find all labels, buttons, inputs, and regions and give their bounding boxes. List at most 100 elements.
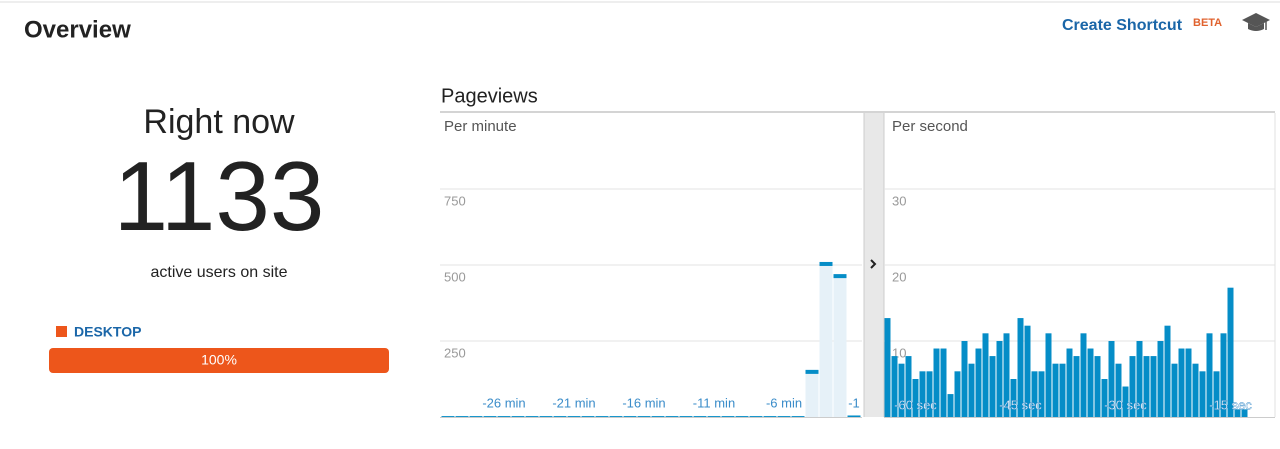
active-caption: active users on site bbox=[151, 264, 288, 281]
bar-cap bbox=[996, 341, 1003, 345]
bar-cap bbox=[1129, 356, 1136, 361]
bar-cap bbox=[651, 416, 665, 417]
bar bbox=[1010, 379, 1017, 417]
bar-cap bbox=[1178, 348, 1185, 353]
bar bbox=[996, 341, 1003, 417]
y-tick-label: 250 bbox=[444, 345, 466, 360]
bar-cap bbox=[1136, 341, 1143, 345]
bar-cap bbox=[693, 416, 707, 417]
bar-cap bbox=[961, 341, 968, 345]
bar-cap bbox=[947, 394, 954, 399]
bar-cap bbox=[940, 348, 947, 353]
bar-cap bbox=[1164, 325, 1171, 330]
bar-cap bbox=[1052, 363, 1059, 368]
bar-cap bbox=[1206, 333, 1213, 338]
bar-cap bbox=[1234, 409, 1241, 414]
bar-cap bbox=[497, 416, 511, 417]
bar-cap bbox=[1199, 371, 1206, 376]
bar-cap bbox=[1241, 409, 1248, 414]
bar-cap bbox=[968, 363, 975, 368]
bar-cap bbox=[1003, 333, 1010, 338]
bar bbox=[1094, 356, 1101, 417]
bar-cap bbox=[982, 333, 989, 338]
y-tick-label: 750 bbox=[444, 193, 466, 208]
panel-title: Pageviews bbox=[441, 85, 538, 107]
bar-cap bbox=[933, 348, 940, 353]
bar bbox=[1157, 341, 1164, 417]
bar-cap bbox=[1066, 348, 1073, 353]
bar bbox=[891, 356, 898, 417]
bar bbox=[1003, 333, 1010, 417]
bar-cap bbox=[567, 416, 581, 417]
bar bbox=[975, 348, 982, 417]
bar bbox=[1164, 325, 1171, 417]
beta-badge: BETA bbox=[1193, 17, 1222, 29]
bar bbox=[833, 274, 847, 417]
y-tick-label: 30 bbox=[892, 193, 906, 208]
bar bbox=[1129, 356, 1136, 417]
bar bbox=[912, 379, 919, 417]
bar-cap bbox=[1192, 363, 1199, 368]
bar-cap bbox=[833, 274, 847, 279]
bar-cap bbox=[595, 416, 609, 417]
bar-cap bbox=[637, 416, 651, 417]
bar-cap bbox=[891, 356, 898, 361]
x-tick-label: -15 sec bbox=[1209, 397, 1252, 412]
bar bbox=[1199, 371, 1206, 417]
bar-cap bbox=[679, 416, 693, 417]
bar bbox=[1136, 341, 1143, 417]
bar-cap bbox=[749, 416, 763, 417]
bar bbox=[1073, 356, 1080, 417]
x-tick-label: -21 min bbox=[552, 395, 595, 410]
bar-cap bbox=[707, 416, 721, 417]
bar-cap bbox=[919, 371, 926, 376]
bar-cap bbox=[1115, 363, 1122, 368]
bar-cap bbox=[954, 371, 961, 376]
bar bbox=[1045, 333, 1052, 417]
right-now-heading: Right now bbox=[143, 103, 295, 141]
bar bbox=[898, 363, 905, 417]
x-tick-label: -6 min bbox=[766, 395, 802, 410]
bar-cap bbox=[989, 356, 996, 361]
bar-cap bbox=[1059, 363, 1066, 368]
bar-cap bbox=[926, 371, 933, 376]
bar bbox=[968, 363, 975, 417]
bar-cap bbox=[884, 318, 891, 323]
bar-cap bbox=[1045, 333, 1052, 338]
expand-chevron[interactable] bbox=[870, 259, 877, 269]
charts: Per minute 250 500 750 -26 min -21 min -16 min… bbox=[440, 118, 1275, 418]
bar-cap bbox=[609, 416, 623, 417]
bar bbox=[1080, 333, 1087, 417]
bar-cap bbox=[469, 416, 483, 417]
bar bbox=[919, 371, 926, 417]
bar-cap bbox=[1080, 333, 1087, 338]
help-icon[interactable] bbox=[1242, 13, 1270, 31]
bar bbox=[947, 394, 954, 417]
bar-cap bbox=[455, 416, 469, 417]
bar bbox=[1087, 348, 1094, 417]
bar-cap bbox=[511, 416, 525, 417]
bar-cap bbox=[1122, 386, 1129, 391]
bar bbox=[819, 261, 833, 417]
bar bbox=[940, 348, 947, 417]
legend-swatch bbox=[56, 326, 67, 337]
create-shortcut[interactable]: Create Shortcut bbox=[1062, 17, 1183, 34]
bar bbox=[1192, 363, 1199, 417]
segment-bar bbox=[49, 348, 389, 373]
x-tick-label: -16 min bbox=[622, 395, 665, 410]
bar-cap bbox=[483, 416, 497, 417]
bar bbox=[1031, 371, 1038, 417]
bar bbox=[1122, 386, 1129, 417]
chart-subtitle: Per minute bbox=[444, 118, 517, 135]
bar-cap bbox=[777, 416, 791, 417]
bar bbox=[1150, 356, 1157, 417]
bar-cap bbox=[805, 369, 819, 374]
bar bbox=[1024, 325, 1031, 417]
bar bbox=[1143, 356, 1150, 417]
active-count: 1133 bbox=[114, 141, 325, 251]
x-tick-label: -30 sec bbox=[1104, 397, 1147, 412]
bar-cap bbox=[763, 416, 777, 417]
legend-label: DESKTOP bbox=[74, 324, 141, 340]
bar-cap bbox=[819, 261, 833, 266]
